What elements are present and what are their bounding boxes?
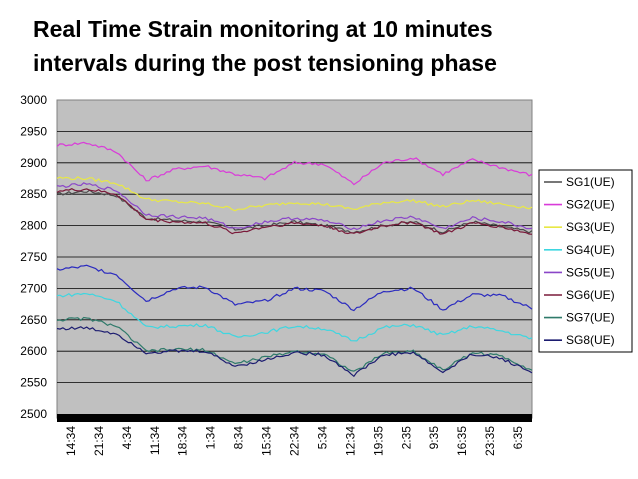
plot-area (56, 99, 533, 419)
legend-label: SG7(UE) (566, 311, 615, 325)
series-line-sg8-ue- (56, 326, 533, 378)
y-tick-label: 2600 (20, 344, 47, 358)
chart-title-line2: intervals during the post tensioning pha… (33, 50, 497, 76)
x-tick-label: 8:34 (232, 426, 246, 450)
x-tick-label: 1:34 (204, 426, 218, 450)
y-tick-label: 2900 (20, 156, 47, 170)
legend-label: SG8(UE) (566, 333, 615, 347)
legend-label: SG2(UE) (566, 198, 615, 212)
x-tick-label: 18:34 (176, 426, 190, 456)
series-line-sg5-ue- (56, 182, 533, 231)
y-tick-label: 2550 (20, 376, 47, 390)
x-tick-label: 4:34 (120, 426, 134, 450)
x-tick-label: 9:35 (427, 426, 441, 450)
x-axis-ticks: 14:34 21:34 4:34 11:34 18:34 1:34 8:34 15:34 22:… (64, 426, 525, 456)
series-line-sg6-ue- (56, 188, 533, 235)
y-tick-label: 2750 (20, 250, 47, 264)
x-axis-bar (57, 414, 532, 422)
legend-label: SG4(UE) (566, 243, 615, 257)
series-line-sg3-ue- (56, 176, 533, 212)
x-tick-label: 19:35 (371, 426, 385, 456)
legend-box (538, 169, 633, 353)
x-tick-label: 14:34 (64, 426, 78, 456)
series-line-sg7-ue- (56, 316, 533, 372)
x-tick-label: 2:35 (399, 426, 413, 450)
y-tick-label: 2650 (20, 313, 47, 327)
gridlines (57, 130, 532, 384)
x-tick-label: 15:34 (260, 426, 274, 456)
x-tick-label: 5:34 (315, 426, 329, 450)
x-tick-label: 23:35 (483, 426, 497, 456)
y-tick-label: 2800 (20, 219, 47, 233)
chart-title-line1: Real Time Strain monitoring at 10 minute… (33, 16, 493, 42)
chart-title: Real Time Strain monitoring at 10 minute… (33, 12, 633, 80)
x-tick-label: 16:35 (455, 426, 469, 456)
legend: SG1(UE) SG2(UE) SG3(UE) SG4(UE) SG5(UE) SG6(U… (538, 169, 633, 353)
x-tick-label: 12:34 (343, 426, 357, 456)
y-axis-ticks: 2500 2550 2600 2650 2700 2750 2800 2850 2900 2950… (20, 93, 47, 421)
series-lines (56, 141, 533, 378)
y-tick-label: 2700 (20, 281, 47, 295)
series-line-sg1-blue (56, 264, 533, 312)
y-tick-label: 3000 (20, 93, 47, 107)
y-tick-label: 2500 (20, 407, 47, 421)
x-tick-label: 22:34 (288, 426, 302, 456)
legend-label: SG1(UE) (566, 175, 615, 189)
x-tick-label: 21:34 (92, 426, 106, 456)
y-tick-label: 2950 (20, 124, 47, 138)
series-line-sg4-ue- (56, 292, 533, 342)
x-tick-label: 6:35 (511, 426, 525, 450)
y-tick-label: 2850 (20, 187, 47, 201)
legend-label: SG3(UE) (566, 220, 615, 234)
x-tick-label: 11:34 (148, 426, 162, 455)
legend-label: SG6(UE) (566, 288, 615, 302)
series-line-sg2-ue- (56, 141, 533, 186)
legend-label: SG5(UE) (566, 265, 615, 279)
